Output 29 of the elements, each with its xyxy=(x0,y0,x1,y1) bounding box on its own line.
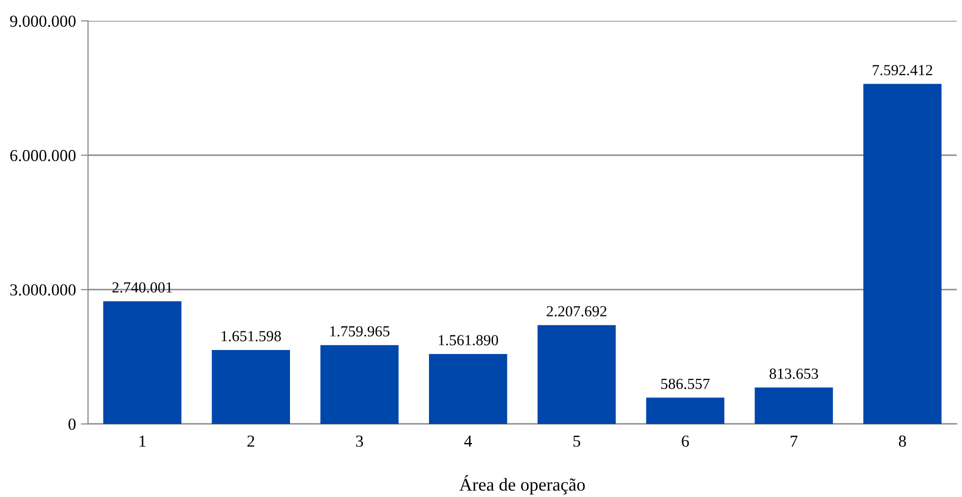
data-label: 1.561.890 xyxy=(438,335,498,346)
x-tick-label: 1 xyxy=(140,436,146,447)
bar xyxy=(103,301,182,424)
x-tick-label: 4 xyxy=(464,436,472,447)
y-tick-label: 0 xyxy=(68,418,76,430)
data-label: 1.759.965 xyxy=(330,326,390,337)
data-label: 7.592.412 xyxy=(872,64,932,76)
bar xyxy=(538,325,616,424)
data-label: 2.740.001 xyxy=(112,282,172,293)
x-axis-title: Área de operação xyxy=(459,475,585,494)
bar xyxy=(428,354,508,424)
data-label: 1.651.598 xyxy=(222,331,281,342)
bar xyxy=(212,350,290,424)
bar xyxy=(754,388,833,424)
bar xyxy=(320,345,399,424)
data-label: 813.653 xyxy=(770,368,818,379)
x-tick-label: 3 xyxy=(356,436,364,447)
x-tick-label: 2 xyxy=(247,436,254,447)
bar xyxy=(646,398,724,424)
y-tick-label: 6.000.000 xyxy=(10,150,76,162)
x-tick-label: 6 xyxy=(682,436,689,447)
x-tick-label: 5 xyxy=(573,436,580,447)
x-tick-label: 8 xyxy=(898,436,906,447)
y-tick-label: 9.000.000 xyxy=(10,16,76,27)
data-label: 2.207.692 xyxy=(546,306,606,316)
bar xyxy=(863,84,942,424)
data-label: 586.557 xyxy=(661,378,710,390)
y-tick-label: 3.000.000 xyxy=(10,284,76,296)
x-tick-label: 7 xyxy=(790,436,798,447)
